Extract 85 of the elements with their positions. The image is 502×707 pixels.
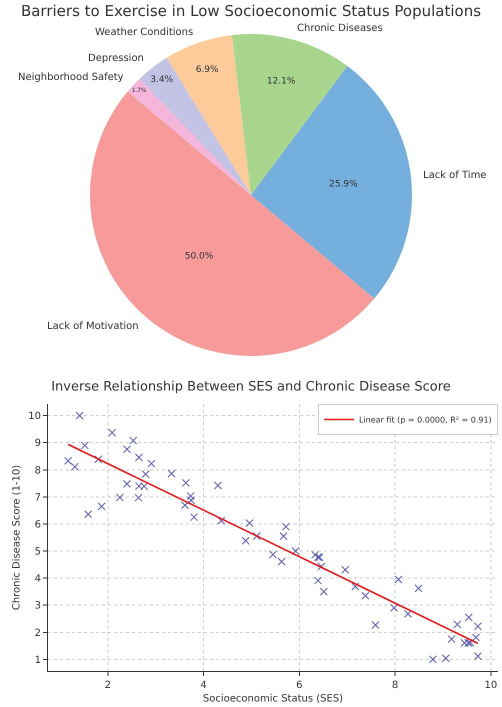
point bbox=[242, 536, 250, 545]
point bbox=[134, 494, 142, 502]
y-tick-label: 8 bbox=[34, 465, 41, 476]
point bbox=[292, 547, 300, 556]
point bbox=[108, 428, 116, 437]
point bbox=[98, 502, 106, 510]
legend-label: Linear fit (p = 0.0000, R² = 0.91) bbox=[359, 416, 492, 425]
x-tick-label: 4 bbox=[200, 680, 207, 691]
point bbox=[428, 655, 437, 664]
point bbox=[142, 470, 150, 478]
chart-title: Barriers to Exercise in Low Socioeconomic Status Populations bbox=[20, 2, 482, 20]
point bbox=[351, 582, 360, 591]
point bbox=[129, 436, 138, 445]
point bbox=[168, 470, 176, 478]
chart-title: Inverse Relationship Between SES and Chronic Disease Score bbox=[51, 379, 451, 394]
slice-label: Depression bbox=[88, 53, 144, 64]
y-tick-label: 2 bbox=[34, 628, 41, 639]
y-tick-label: 7 bbox=[34, 492, 41, 504]
data-label: 3.4% bbox=[150, 74, 174, 85]
y-tick-label: 5 bbox=[34, 546, 41, 558]
point bbox=[448, 635, 456, 644]
data-label: 12.1% bbox=[266, 76, 296, 87]
point bbox=[390, 604, 398, 612]
point bbox=[252, 532, 261, 540]
point bbox=[147, 460, 156, 468]
slice-label: Neighborhood Safety bbox=[18, 72, 124, 83]
y-tick-label: 3 bbox=[34, 600, 41, 612]
y-tick-label: 4 bbox=[34, 574, 41, 585]
point bbox=[394, 575, 402, 584]
x-tick-label: 10 bbox=[484, 680, 498, 691]
point bbox=[70, 462, 79, 471]
point bbox=[64, 456, 72, 465]
point bbox=[320, 588, 328, 596]
point bbox=[134, 453, 143, 462]
point bbox=[414, 584, 423, 592]
point bbox=[474, 622, 482, 630]
point bbox=[246, 519, 254, 528]
point bbox=[361, 592, 370, 600]
slice-label: Lack of Time bbox=[423, 170, 486, 181]
slice-label: Weather Conditions bbox=[95, 27, 194, 38]
data-label: 50.0% bbox=[184, 252, 214, 262]
x-tick-label: 2 bbox=[104, 680, 112, 691]
y-tick-label: 6 bbox=[34, 519, 41, 530]
point bbox=[122, 445, 131, 454]
point bbox=[317, 562, 326, 570]
point bbox=[282, 522, 290, 531]
y-tick-label: 1 bbox=[34, 654, 41, 666]
x-tick-label: 6 bbox=[296, 680, 303, 691]
point bbox=[404, 610, 412, 618]
x-axis-title: Socioeconomic Status (SES) bbox=[202, 694, 344, 704]
point bbox=[278, 558, 286, 566]
y-tick-label: 10 bbox=[28, 411, 41, 422]
point bbox=[442, 654, 450, 662]
point bbox=[187, 496, 196, 504]
point bbox=[472, 633, 480, 642]
pie-slice bbox=[251, 66, 412, 298]
point bbox=[186, 492, 195, 500]
point bbox=[94, 455, 102, 464]
slice-label: Chronic Diseases bbox=[297, 23, 383, 34]
x-tick-label: 8 bbox=[392, 680, 398, 691]
point bbox=[190, 513, 198, 522]
point bbox=[269, 550, 277, 559]
point bbox=[453, 620, 462, 628]
point bbox=[314, 576, 322, 585]
point bbox=[311, 550, 320, 559]
point bbox=[76, 412, 84, 420]
data-label: 25.9% bbox=[329, 179, 358, 190]
point bbox=[122, 480, 131, 488]
point bbox=[182, 478, 190, 487]
point bbox=[116, 493, 124, 502]
point bbox=[80, 441, 89, 450]
point bbox=[371, 620, 380, 629]
y-tick-label: 9 bbox=[34, 438, 41, 450]
data-label: 6.9% bbox=[196, 64, 220, 75]
point bbox=[464, 638, 472, 647]
point bbox=[464, 613, 473, 622]
point bbox=[474, 652, 482, 660]
y-axis-title: Chronic Disease Score (1-10) bbox=[11, 464, 22, 610]
point bbox=[280, 532, 288, 540]
point bbox=[217, 516, 226, 525]
point bbox=[180, 501, 189, 510]
point bbox=[214, 482, 222, 490]
point bbox=[84, 510, 92, 518]
point bbox=[341, 566, 350, 574]
slice-label: Lack of Motivation bbox=[47, 321, 139, 332]
